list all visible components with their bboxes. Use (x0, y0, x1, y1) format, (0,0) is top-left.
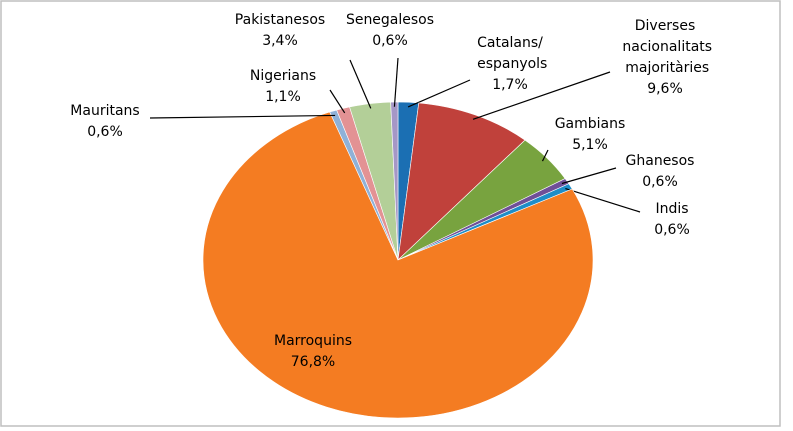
slice-label: Pakistanesos (235, 12, 325, 28)
value-label: 9,6% (647, 81, 683, 97)
slice-label: Mauritans (70, 103, 139, 119)
leader-line (149, 114, 336, 119)
label-line: Catalans/ (477, 35, 543, 51)
label-line: Diverses (635, 18, 696, 34)
leader-line (565, 187, 641, 213)
value-label: 0,6% (87, 124, 123, 140)
leader-line (329, 89, 346, 114)
value-label: 0,6% (372, 33, 408, 49)
leader-line (407, 79, 471, 108)
slice-label: Gambians (555, 116, 626, 132)
slice-label: Senegalesos (346, 12, 434, 28)
leader-line (349, 59, 372, 109)
value-label: 1,7% (492, 77, 528, 93)
leader-line (541, 149, 549, 162)
slice-label: Marroquins (274, 333, 352, 349)
leader-line (393, 57, 399, 107)
slice-label: Diverses nacionalitats majoritàries (618, 18, 712, 76)
leader-line (472, 71, 611, 120)
slice-label: Indis (655, 201, 688, 217)
value-label: 0,6% (654, 222, 690, 238)
value-label: 3,4% (262, 33, 298, 49)
leader-line (561, 167, 617, 185)
pie-slice (397, 102, 526, 261)
label-line: nacionalitats (618, 39, 712, 55)
value-label: 1,1% (265, 89, 301, 105)
value-label: 76,8% (291, 354, 335, 370)
slice-label: Ghanesos (626, 153, 695, 169)
slice-label: Nigerians (250, 68, 316, 84)
slice-label: Catalans/ espanyols (473, 35, 548, 72)
label-line: majoritàries (621, 60, 709, 76)
value-label: 0,6% (642, 174, 678, 190)
value-label: 5,1% (572, 137, 608, 153)
pie-slice (202, 111, 594, 419)
label-line: espanyols (473, 56, 548, 72)
